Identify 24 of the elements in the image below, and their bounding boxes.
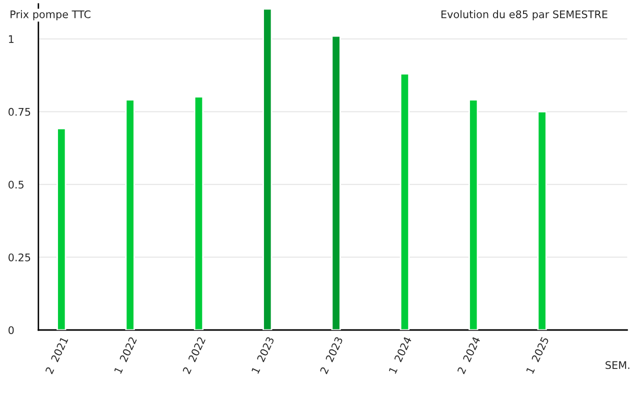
y-tick-label: 0.25 bbox=[8, 253, 30, 262]
bar bbox=[194, 96, 204, 330]
x-axis-title: SEM. bbox=[606, 361, 630, 370]
x-tick-label: 2 2021 bbox=[45, 336, 68, 374]
y-tick-label: 1 bbox=[8, 35, 14, 43]
x-tick-label: 1 2025 bbox=[526, 336, 549, 374]
bar bbox=[56, 128, 66, 330]
x-tick-label: 1 2022 bbox=[114, 336, 137, 374]
x-tick-label: 2 2022 bbox=[182, 336, 206, 374]
y-tick-label: 0 bbox=[8, 326, 14, 334]
bar bbox=[537, 111, 547, 330]
text: Evolution du e85 par SEMESTRE bbox=[441, 10, 608, 20]
x-tick-label: 2 2023 bbox=[320, 336, 344, 374]
x-tick-label: 1 2024 bbox=[388, 336, 412, 374]
bar bbox=[125, 99, 135, 330]
bar bbox=[331, 35, 341, 330]
x-tick-label: 1 2023 bbox=[251, 336, 274, 374]
y-axis-title: Prix pompe TTC bbox=[10, 10, 90, 20]
y-tick-label: 0.75 bbox=[8, 108, 30, 116]
y-tick-label: 0.5 bbox=[8, 180, 24, 189]
bar bbox=[400, 73, 410, 330]
x-tick-label: 2 2024 bbox=[457, 336, 480, 374]
bar bbox=[262, 8, 272, 330]
bar bbox=[468, 99, 478, 330]
